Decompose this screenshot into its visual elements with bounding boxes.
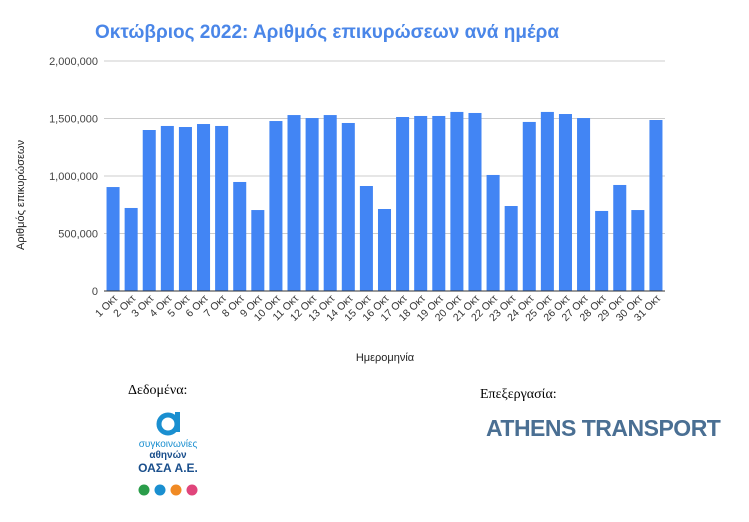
bar xyxy=(558,114,572,291)
y-tick-label: 1,500,000 xyxy=(49,114,98,126)
logo-text: ΟΑΣΑ Α.Ε. xyxy=(138,461,198,475)
logo-icon xyxy=(138,484,150,496)
bar xyxy=(631,210,645,291)
bar xyxy=(613,184,627,291)
oasa-logo: συγκοινωνίες αθηνών ΟΑΣΑ Α.Ε. xyxy=(138,412,198,496)
bar xyxy=(486,174,500,291)
bar xyxy=(377,209,392,291)
bar xyxy=(160,125,174,291)
brand-logo: ATHENS TRANSPORT xyxy=(486,415,721,441)
bar xyxy=(396,117,410,291)
bar xyxy=(269,121,283,291)
y-tick-label: 500,000 xyxy=(58,229,98,241)
logo-text: αθηνών xyxy=(149,450,187,461)
bar xyxy=(124,207,138,291)
y-axis-title: Αριθμός επικυρώσεων xyxy=(15,139,27,250)
logo-icon xyxy=(186,484,198,496)
x-axis-title: Ημερομηνία xyxy=(356,352,415,364)
bar xyxy=(432,115,446,291)
y-tick-label: 0 xyxy=(92,286,98,298)
bar xyxy=(359,186,373,291)
logo-icon xyxy=(170,484,182,496)
bar xyxy=(323,115,337,291)
processing-label: Επεξεργασία: xyxy=(480,387,557,402)
bar xyxy=(341,122,355,291)
bar xyxy=(142,130,156,291)
bar xyxy=(287,115,301,291)
y-tick-label: 2,000,000 xyxy=(49,56,98,68)
bar xyxy=(215,125,229,291)
bar xyxy=(540,111,554,291)
logo-icon xyxy=(156,412,180,436)
bar xyxy=(251,210,265,291)
bar xyxy=(305,118,319,291)
logo-icon xyxy=(154,484,166,496)
y-tick-label: 1,000,000 xyxy=(49,171,98,183)
logo-icon xyxy=(175,412,180,432)
bar xyxy=(468,112,482,291)
bar xyxy=(414,115,428,291)
bar xyxy=(577,118,591,291)
bar xyxy=(522,121,536,291)
bar xyxy=(197,124,211,292)
logo-text: συγκοινωνίες xyxy=(139,438,198,450)
bar xyxy=(450,111,464,291)
bar xyxy=(178,127,192,291)
chart-title: Οκτώβριος 2022: Αριθμός επικυρώσεων ανά … xyxy=(95,22,559,43)
bar xyxy=(649,119,663,292)
bar xyxy=(106,187,120,291)
data-source-label: Δεδομένα: xyxy=(128,383,187,398)
bar xyxy=(504,206,518,291)
bar xyxy=(595,210,609,291)
bar xyxy=(233,181,247,291)
